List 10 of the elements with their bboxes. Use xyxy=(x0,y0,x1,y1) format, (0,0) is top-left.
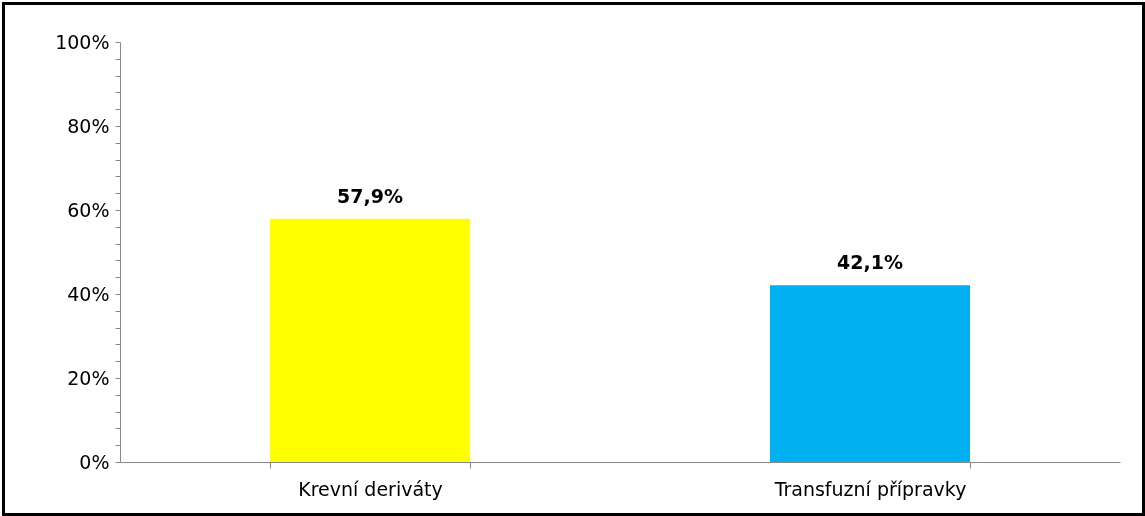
y-tick-label: 40% xyxy=(67,282,110,305)
y-tick-label: 0% xyxy=(79,450,110,473)
data-label: 57,9% xyxy=(337,184,403,207)
y-tick-label: 80% xyxy=(67,114,110,137)
y-tick-label: 100% xyxy=(55,30,110,53)
x-tick-label: Krevní deriváty xyxy=(298,477,443,500)
y-tick-label: 20% xyxy=(67,366,110,389)
data-label: 42,1% xyxy=(837,251,903,274)
x-tick-label: Transfuzní přípravky xyxy=(773,477,967,500)
y-tick-label: 60% xyxy=(67,198,110,221)
